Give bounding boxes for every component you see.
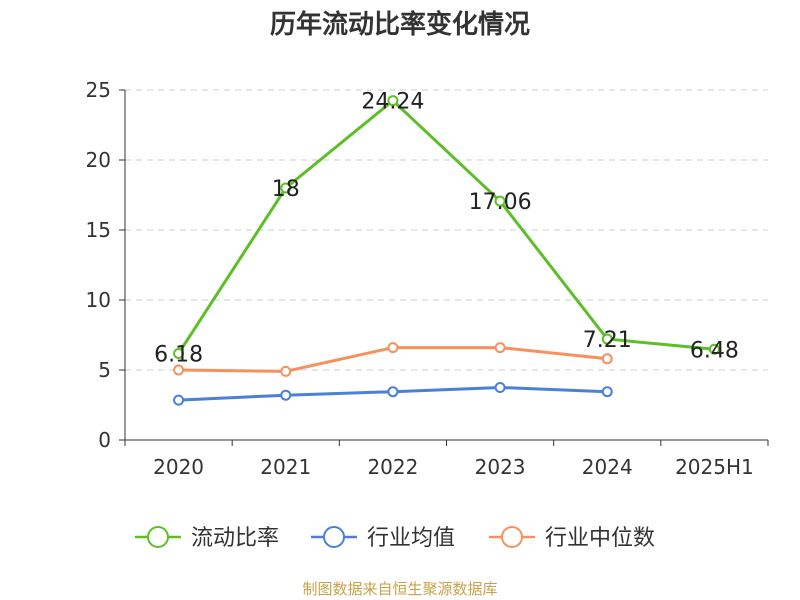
data-point [280, 182, 292, 194]
data-point [280, 389, 292, 401]
x-tick-label: 2022 [367, 455, 418, 479]
y-tick-label: 10 [86, 288, 111, 312]
data-point [494, 195, 506, 207]
data-point [173, 347, 185, 359]
data-point [601, 353, 613, 365]
data-label: 24.24 [361, 90, 424, 115]
data-label: 18 [272, 177, 300, 202]
chart-title: 历年流动比率变化情况 [269, 10, 530, 40]
data-point [387, 386, 399, 398]
legend-label: 流动比率 [191, 526, 279, 551]
x-tick-label: 2024 [582, 455, 633, 479]
data-point [494, 342, 506, 354]
data-label: 17.06 [469, 190, 532, 215]
y-tick-label: 0 [98, 428, 111, 452]
x-tick-label: 2023 [475, 455, 526, 479]
y-tick-label: 25 [86, 78, 111, 102]
source-note: 制图数据来自恒生聚源数据库 [302, 580, 498, 598]
y-tick-label: 5 [98, 358, 111, 382]
x-tick-label: 2020 [153, 455, 204, 479]
data-point [173, 394, 185, 406]
x-tick-label: 2021 [260, 455, 311, 479]
data-point [173, 364, 185, 376]
legend-label: 行业中位数 [545, 526, 655, 551]
legend-marker [501, 526, 523, 548]
data-label: 7.21 [583, 328, 632, 353]
data-point [387, 95, 399, 107]
data-point [494, 382, 506, 393]
data-point [601, 386, 613, 398]
legend-label: 行业均值 [367, 526, 455, 551]
legend-marker [147, 526, 169, 548]
data-point [387, 342, 399, 354]
y-tick-label: 15 [86, 218, 111, 242]
data-point [708, 343, 720, 355]
data-label: 6.18 [154, 342, 203, 367]
data-label: 6.48 [690, 338, 739, 363]
legend-marker [323, 526, 345, 548]
series-line-1 [177, 99, 715, 355]
x-tick-label: 2025H1 [675, 455, 754, 479]
y-tick-label: 20 [86, 148, 111, 172]
data-point [601, 333, 613, 345]
data-point [280, 365, 292, 377]
